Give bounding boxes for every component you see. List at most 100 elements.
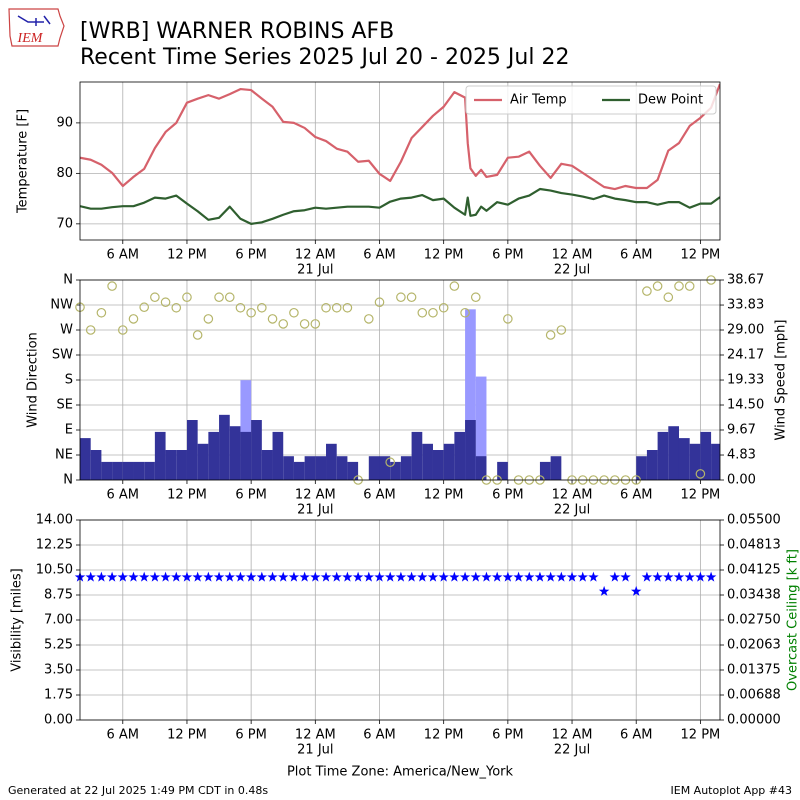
x-tick-label: 6 AM (107, 248, 140, 263)
marker (417, 307, 428, 318)
marker (320, 571, 332, 582)
bar (368, 456, 380, 480)
bar (678, 438, 690, 480)
marker (652, 281, 663, 291)
y-tick-label: NW (50, 298, 73, 313)
x-tick-label: 12 PM (681, 728, 721, 743)
marker (534, 571, 546, 582)
marker (630, 585, 642, 596)
marker (598, 585, 610, 596)
x-tick-label: 12 AM (295, 728, 336, 743)
marker (705, 571, 717, 582)
x-date-label: 21 Jul (297, 503, 333, 518)
marker (160, 571, 171, 582)
y-tick-label: SE (57, 398, 73, 413)
marker (385, 457, 395, 468)
y2-tick-label: 9.67 (727, 422, 756, 437)
bar (668, 426, 679, 480)
marker (470, 571, 481, 582)
marker (684, 571, 695, 582)
line (80, 187, 720, 225)
marker (299, 571, 310, 582)
marker (695, 469, 706, 479)
marker (556, 325, 567, 335)
marker (117, 571, 129, 582)
x-tick-label: 6 AM (620, 488, 653, 503)
line (80, 83, 720, 191)
x-tick-label: 12 PM (681, 488, 721, 503)
marker (267, 314, 278, 324)
bar (379, 456, 391, 480)
bar (176, 450, 187, 480)
y-tick-label: E (65, 423, 73, 438)
marker (395, 571, 407, 582)
marker (502, 571, 514, 582)
bar (219, 414, 230, 480)
y2-tick-label: 29.00 (727, 323, 764, 338)
bar (229, 426, 241, 480)
bar (112, 461, 123, 480)
legend-box (465, 85, 717, 115)
y-tick-label: SW (52, 348, 73, 363)
marker (245, 571, 257, 582)
marker (171, 571, 182, 582)
marker (267, 571, 278, 582)
y2-tick-label: 0.02063 (727, 638, 781, 653)
x-tick-label: 6 PM (492, 728, 523, 743)
marker (150, 292, 160, 303)
marker (438, 571, 449, 582)
marker (641, 571, 653, 582)
marker (695, 571, 706, 582)
marker (224, 571, 235, 582)
y-tick-label: 8.75 (44, 588, 73, 603)
data-layer (80, 309, 720, 480)
panel: 6 AM 12 PM 6 PM 12 AM 6 AM 12 PM 6 PM 12 AM 6 AM… (26, 273, 789, 518)
y2-tick-label: 0.01375 (727, 663, 781, 678)
bar (700, 431, 712, 480)
footer-generated: Generated at 22 Jul 2025 1:49 PM CDT in … (8, 784, 268, 797)
bar (539, 461, 551, 480)
bar (550, 456, 562, 480)
x-axis-label: Plot Time Zone: America/New_York (287, 765, 514, 780)
bar (80, 438, 91, 480)
marker (331, 571, 342, 582)
marker (278, 319, 289, 329)
x-date-label: 22 Jul (554, 503, 590, 518)
y-axis-label: Visibility [miles] (10, 568, 25, 671)
x-tick-label: 12 PM (424, 728, 464, 743)
chart-title: [WRB] WARNER ROBINS AFB (80, 19, 394, 44)
y-axis-label: Temperature [F] (16, 109, 31, 214)
marker (107, 281, 117, 291)
marker (438, 302, 449, 313)
marker (160, 297, 171, 308)
legend-label: Air Temp (510, 93, 567, 108)
marker (96, 571, 107, 582)
marker (181, 571, 193, 582)
plot-frame (79, 81, 721, 241)
marker (278, 571, 289, 582)
marker (642, 286, 652, 296)
y-tick-label: W (60, 323, 73, 338)
x-tick-label: 12 PM (424, 488, 464, 503)
marker (352, 571, 364, 582)
y2-axis-label: Wind Speed [mph] (774, 320, 789, 441)
y-tick-label: 1.75 (44, 688, 73, 703)
marker (182, 292, 192, 303)
bar (122, 461, 134, 480)
x-tick-label: 6 PM (235, 488, 266, 503)
bar (272, 431, 284, 480)
x-tick-label: 12 AM (295, 488, 336, 503)
marker (449, 571, 460, 582)
bar (689, 443, 701, 480)
x-tick-label: 6 AM (363, 728, 396, 743)
x-tick-label: 12 PM (424, 248, 464, 263)
legend-label: Dew Point (638, 93, 703, 108)
bar (347, 461, 359, 480)
x-tick-label: 12 PM (167, 248, 207, 263)
marker (566, 571, 578, 582)
marker (128, 571, 139, 582)
y2-tick-label: 0.00 (727, 473, 756, 488)
marker (556, 571, 567, 582)
bar (315, 456, 327, 480)
